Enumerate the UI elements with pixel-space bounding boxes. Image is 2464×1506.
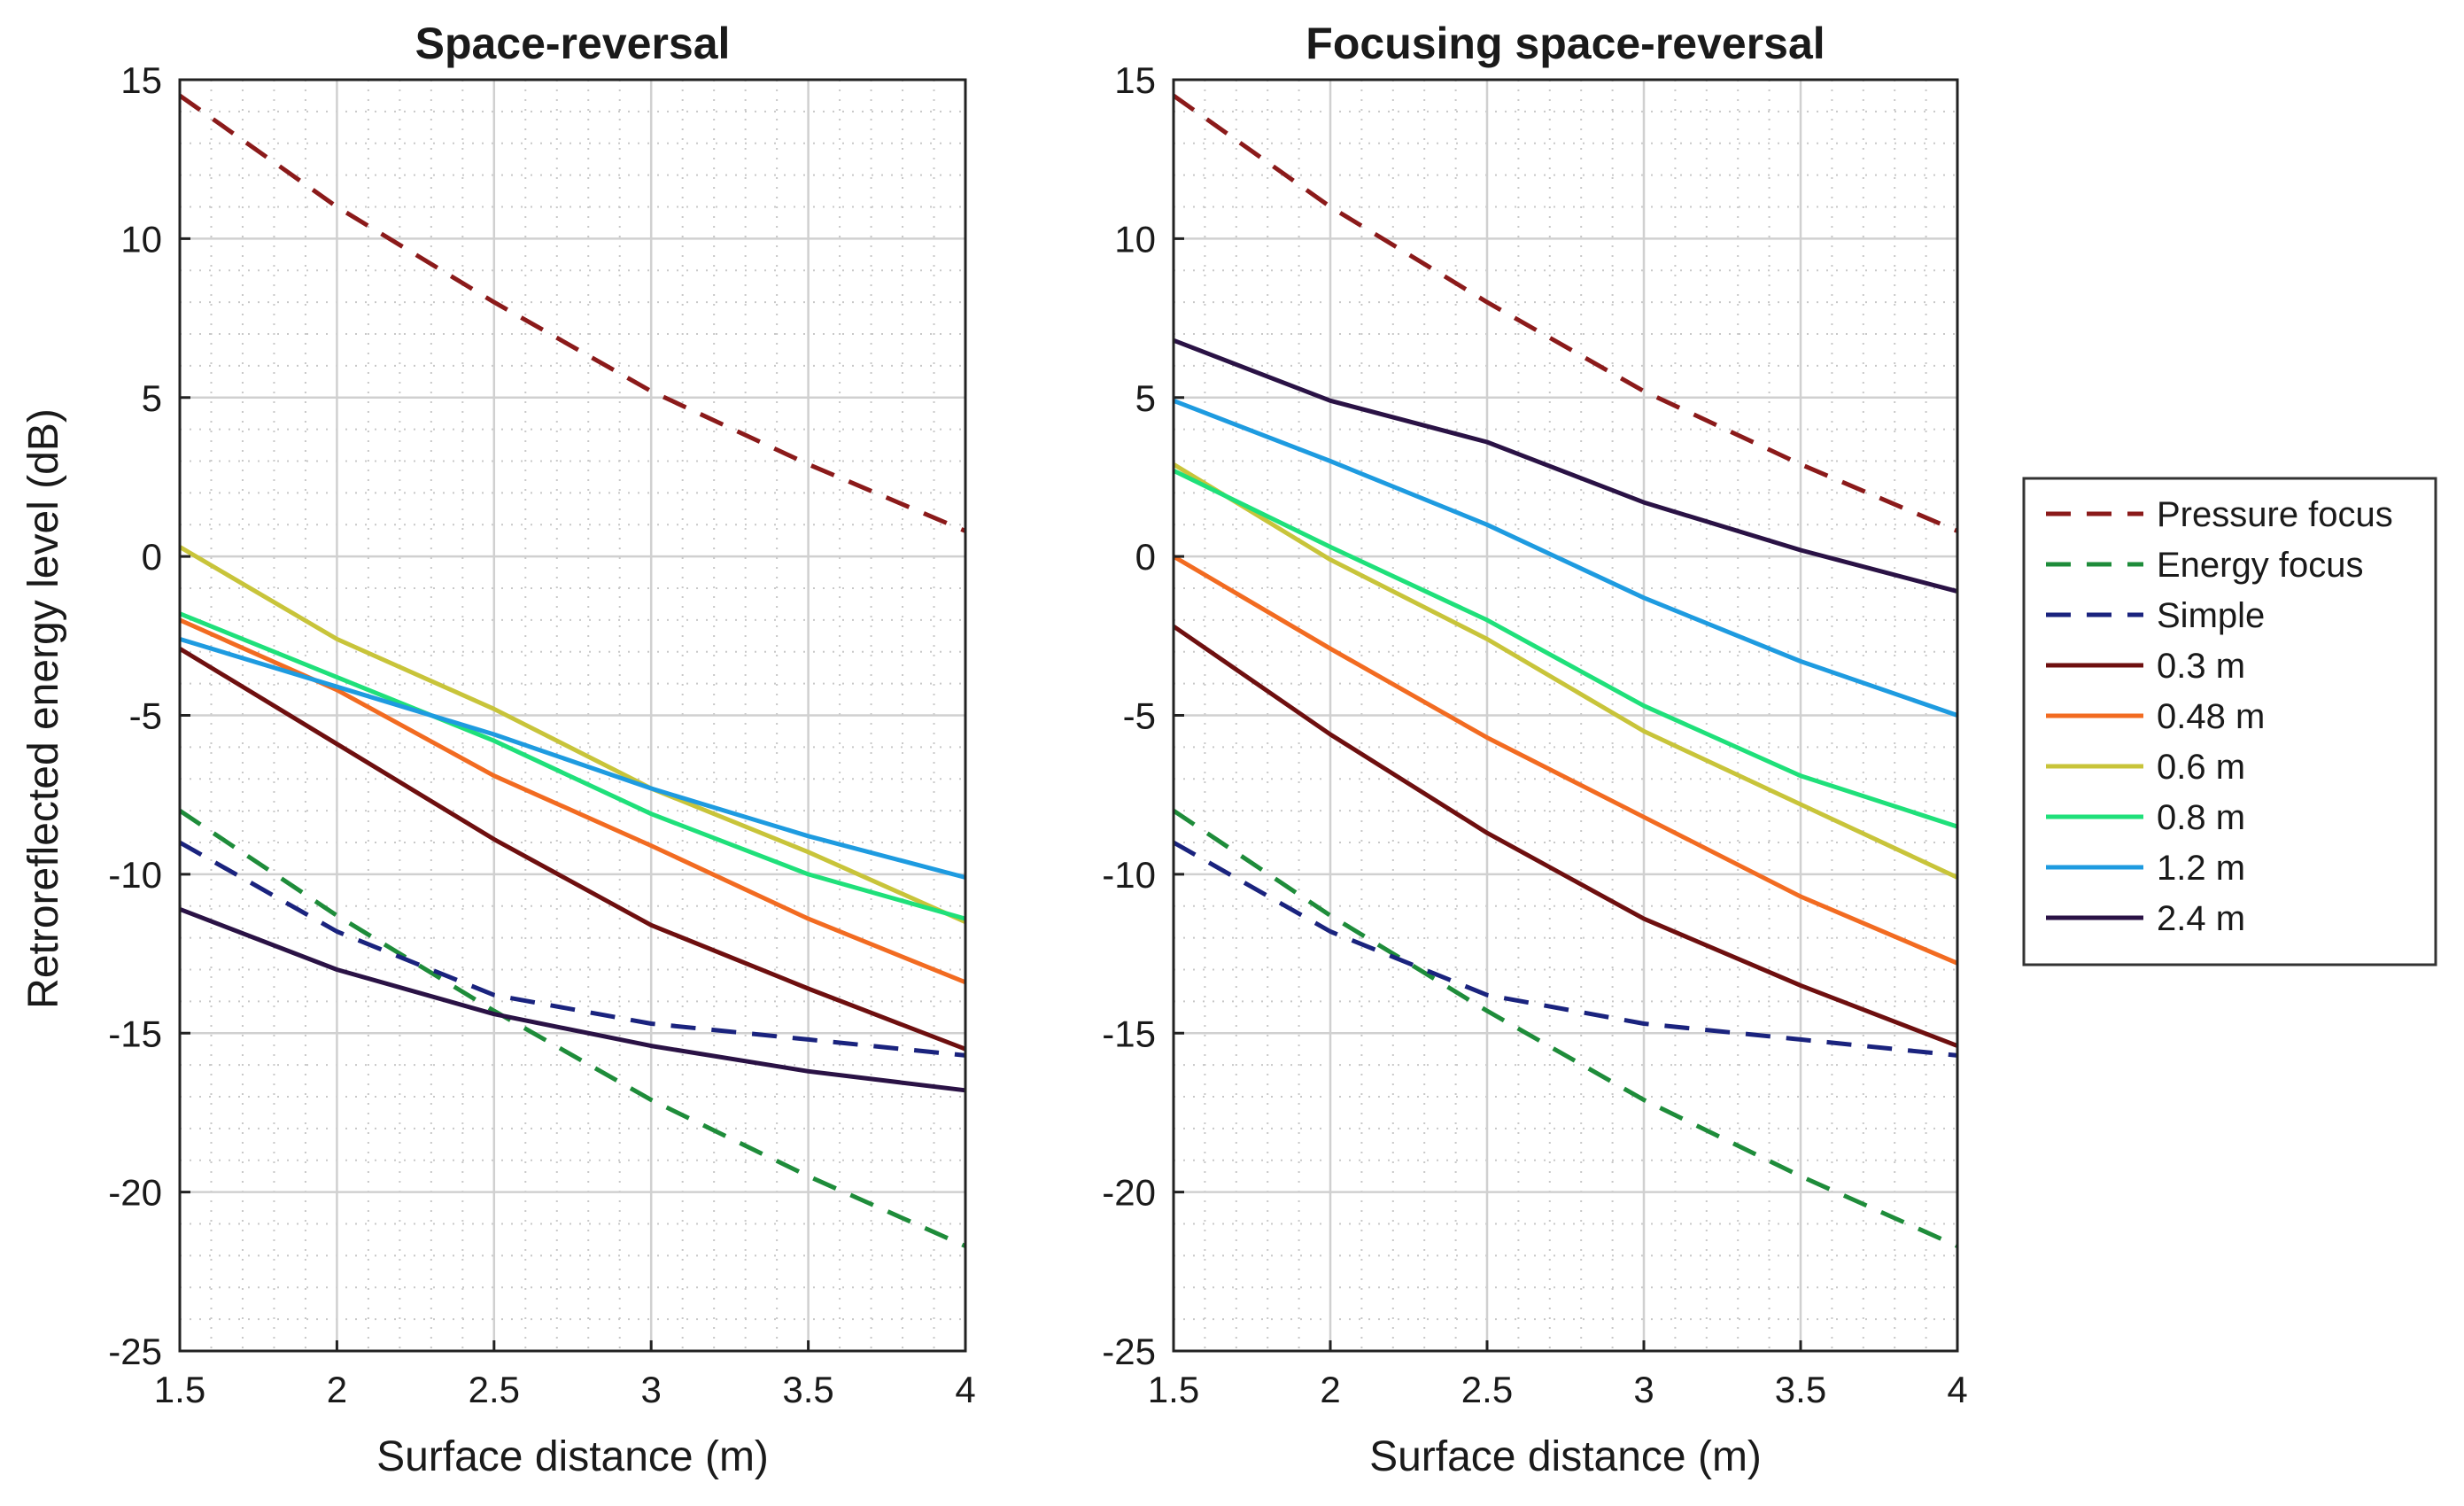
series-line-0-3-m xyxy=(1172,624,1958,1048)
series-line-0-3-m xyxy=(178,647,966,1052)
legend-label-simple: Simple xyxy=(2157,596,2265,635)
y-tick-label: -15 xyxy=(1102,1013,1156,1054)
series-line-0-8-m xyxy=(1172,469,1958,829)
y-axis-label: Retroreflected energy level (dB) xyxy=(20,408,67,1009)
series-line-simple xyxy=(178,840,966,1058)
y-tick-label: 0 xyxy=(1135,536,1156,578)
y-tick-label: -25 xyxy=(1102,1331,1156,1372)
y-tick-label: 15 xyxy=(120,59,162,101)
y-tick-label: -25 xyxy=(108,1331,162,1372)
x-tick-label: 4 xyxy=(955,1369,975,1410)
y-tick-label: 5 xyxy=(142,377,162,419)
legend-label-pressure-focus: Pressure focus xyxy=(2157,495,2393,534)
x-tick-label: 2 xyxy=(1320,1369,1340,1410)
y-tick-label: -20 xyxy=(108,1172,162,1214)
series-line-2-4-m xyxy=(1173,338,1958,594)
chart-title: Focusing space-reversal xyxy=(1306,19,1825,68)
y-tick-label: -5 xyxy=(129,695,162,737)
series-line-energy-focus xyxy=(1172,809,1959,1248)
series-line-energy-focus xyxy=(178,809,967,1248)
y-tick-label: -10 xyxy=(1102,854,1156,896)
x-tick-label: 3.5 xyxy=(1775,1369,1826,1410)
legend-label-0-48-m: 0.48 m xyxy=(2157,697,2265,736)
series-line-pressure-focus xyxy=(178,93,966,533)
y-tick-label: -20 xyxy=(1102,1172,1156,1214)
x-axis-label: Surface distance (m) xyxy=(376,1433,769,1480)
y-tick-label: 10 xyxy=(1114,218,1156,260)
y-tick-label: 0 xyxy=(142,536,162,578)
legend-label-2-4-m: 2.4 m xyxy=(2157,899,2245,938)
legend-label-0-8-m: 0.8 m xyxy=(2157,798,2245,837)
x-tick-label: 2 xyxy=(327,1369,347,1410)
y-tick-label: -15 xyxy=(108,1013,162,1054)
x-tick-label: 2.5 xyxy=(1461,1369,1513,1410)
series-line-0-48-m xyxy=(1172,554,1958,966)
series-line-0-8-m xyxy=(179,611,966,921)
legend-label-0-3-m: 0.3 m xyxy=(2157,647,2245,686)
x-tick-label: 4 xyxy=(1947,1369,1967,1410)
legend: Pressure focus Energy focus Simple 0.3 m 0.4… xyxy=(2022,477,2437,966)
chart-title: Space-reversal xyxy=(415,19,731,68)
x-tick-label: 1.5 xyxy=(154,1369,205,1410)
series-line-0-6-m xyxy=(178,545,967,924)
y-tick-label: -10 xyxy=(108,854,162,896)
series-line-2-4-m xyxy=(179,906,966,1093)
series-line-1-2-m xyxy=(179,637,966,880)
series-line-simple xyxy=(1172,840,1958,1058)
x-tick-label: 2.5 xyxy=(469,1369,520,1410)
legend-label-energy-focus: Energy focus xyxy=(2157,546,2363,585)
x-tick-label: 3.5 xyxy=(782,1369,833,1410)
y-tick-label: -5 xyxy=(1123,695,1156,737)
y-tick-label: 10 xyxy=(120,218,162,260)
x-tick-label: 3 xyxy=(1633,1369,1654,1410)
y-tick-label: 15 xyxy=(1114,59,1156,101)
series-line-pressure-focus xyxy=(1172,93,1958,533)
x-tick-label: 1.5 xyxy=(1148,1369,1199,1410)
y-tick-label: 5 xyxy=(1135,377,1156,419)
legend-label-1-2-m: 1.2 m xyxy=(2157,849,2245,888)
x-axis-label: Surface distance (m) xyxy=(1369,1433,1762,1480)
series-line-1-2-m xyxy=(1173,398,1958,718)
legend-label-0-6-m: 0.6 m xyxy=(2157,748,2245,787)
legend-box xyxy=(2022,477,2437,966)
x-tick-label: 3 xyxy=(641,1369,662,1410)
chart-space-reversal: 15 10 5 0 -5 -10 -15 -20 -251.5 2 2.5 3 3.5 4 Space-re… xyxy=(108,19,975,1480)
chart-focusing-space-reversal: 15 10 5 0 -5 -10 -15 -20 -251.5 2 2.5 3 3.5 4 Focusing… xyxy=(1102,19,1967,1480)
series-line-0-6-m xyxy=(1172,462,1959,880)
